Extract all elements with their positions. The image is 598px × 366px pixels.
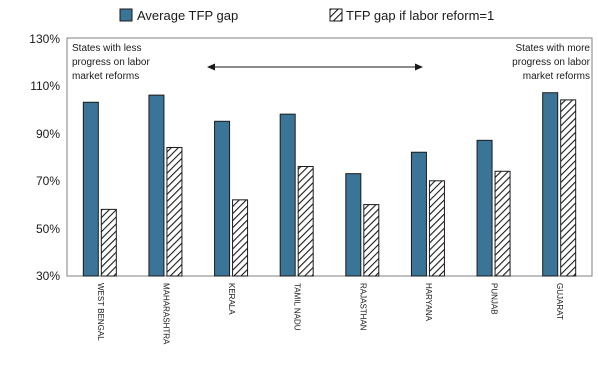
- bar-average-tfp-gap-haryana: [410, 151, 427, 277]
- x-tick-label: MAHARASHTRA: [161, 283, 170, 345]
- plot-area: [66, 37, 593, 277]
- y-tick-label: 90%: [36, 127, 60, 141]
- bar-average-tfp-gap-punjab: [476, 139, 493, 277]
- legend-label-average-tfp-gap: Average TFP gap: [137, 8, 238, 23]
- bar-average-tfp-gap-tamil-nadu: [279, 113, 296, 277]
- legend-label-tfp-gap-labor-reform: TFP gap if labor reform=1: [346, 8, 494, 23]
- arrow-head-left: [207, 63, 215, 71]
- y-tick-label: 70%: [36, 174, 60, 188]
- x-tick-label: TAMIL NADU: [293, 283, 302, 331]
- arrow-head-right: [415, 63, 423, 71]
- bar-tfp-gap-labor-reform-maharashtra: [166, 146, 183, 277]
- annotation-left: States with less progress on labor marke…: [72, 43, 150, 82]
- x-tick-label: KERALA: [227, 283, 236, 315]
- x-axis: WEST BENGAL MAHARASHTRA KERALA TAMIL NAD…: [96, 283, 564, 345]
- bar-average-tfp-gap-maharashtra: [148, 94, 165, 277]
- bar-tfp-gap-labor-reform-gujarat: [560, 99, 577, 277]
- bar-tfp-gap-labor-reform-west-bengal: [100, 208, 117, 277]
- x-tick-label: WEST BENGAL: [96, 283, 105, 341]
- bar-tfp-gap-labor-reform-rajasthan: [363, 204, 380, 277]
- x-tick-label: PUNJAB: [490, 283, 499, 315]
- annotations: States with less progress on labor marke…: [72, 43, 590, 82]
- y-tick-label: 30%: [36, 269, 60, 283]
- bar-average-tfp-gap-gujarat: [542, 92, 559, 277]
- annotation-right: States with more progress on labor marke…: [512, 43, 590, 82]
- x-tick-label: RAJASTHAN: [358, 283, 367, 331]
- y-tick-label: 130%: [29, 32, 60, 46]
- x-tick-label: HARYANA: [424, 283, 433, 322]
- x-tick-label: GUJARAT: [555, 283, 564, 320]
- bar-average-tfp-gap-rajasthan: [345, 173, 362, 277]
- legend-swatch-average-tfp-gap: [119, 8, 133, 22]
- y-tick-label: 110%: [30, 79, 60, 93]
- bar-average-tfp-gap-kerala: [214, 120, 231, 277]
- y-axis: 30% 50% 70% 90% 110% 130%: [29, 32, 60, 283]
- bar-tfp-gap-labor-reform-tamil-nadu: [297, 166, 314, 277]
- bar-tfp-gap-labor-reform-punjab: [494, 170, 511, 277]
- bar-tfp-gap-labor-reform-haryana: [428, 180, 445, 277]
- y-tick-label: 50%: [36, 222, 60, 236]
- legend: Average TFP gap TFP gap if labor reform=…: [119, 8, 494, 23]
- legend-swatch-tfp-gap-labor-reform: [329, 8, 343, 22]
- bar-tfp-gap-labor-reform-kerala: [232, 199, 249, 277]
- bars: [82, 92, 577, 277]
- bar-average-tfp-gap-west-bengal: [82, 101, 99, 277]
